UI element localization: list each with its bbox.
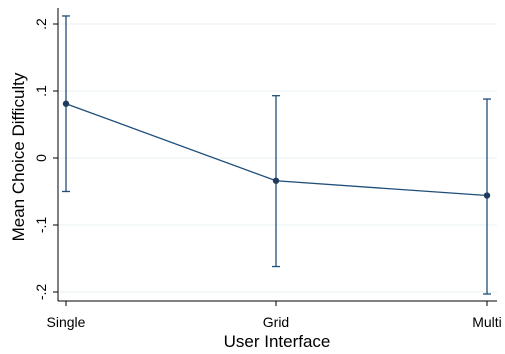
data-point — [483, 192, 491, 199]
x-axis-ticks: Single Grid Multi — [47, 301, 502, 330]
data-points — [62, 100, 491, 199]
x-tick-label: Grid — [263, 314, 289, 330]
x-axis-title: User Interface — [224, 332, 331, 351]
x-tick-label: Multi — [472, 314, 502, 330]
y-tick-label: .2 — [33, 18, 49, 30]
y-tick-label: .1 — [33, 85, 49, 97]
data-point — [62, 100, 70, 107]
y-axis-title: Mean Choice Difficulty — [9, 72, 28, 241]
gridlines — [58, 23, 497, 293]
y-tick-label: -.2 — [33, 284, 49, 301]
y-tick-label: -.1 — [33, 217, 49, 234]
y-tick-label: 0 — [33, 154, 49, 162]
data-point — [272, 177, 280, 184]
y-axis-ticks: .2 .1 0 -.1 -.2 — [33, 18, 58, 300]
x-tick-label: Single — [47, 314, 86, 330]
